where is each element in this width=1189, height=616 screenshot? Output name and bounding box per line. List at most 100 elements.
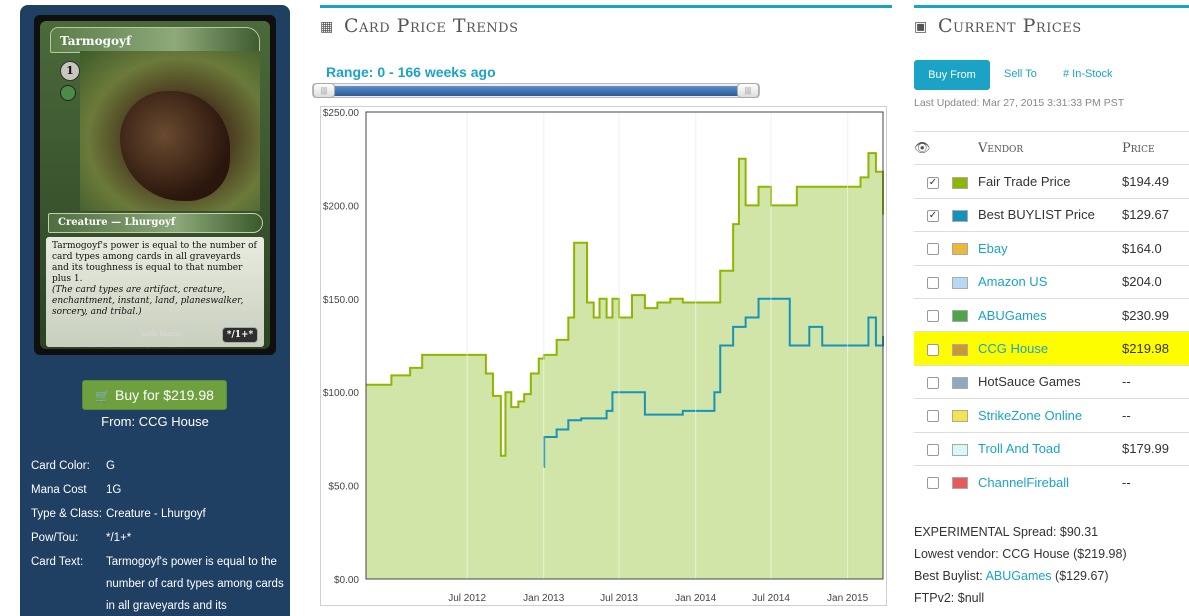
card-copyright: ™ & © 1993-2007 Wizards of the Coast, In… bbox=[60, 343, 179, 349]
vendor-checkbox[interactable] bbox=[927, 276, 939, 289]
card-name: Tarmogoyf bbox=[60, 34, 132, 48]
plot-border bbox=[365, 111, 884, 580]
tab-in-stock[interactable]: # In-Stock bbox=[1063, 68, 1113, 80]
best-buylist-stat: Best Buylist: ABUGames ($129.67) bbox=[914, 565, 1127, 587]
vendor-price: $204.0 bbox=[1122, 274, 1162, 290]
vendor-name: HotSauce Games bbox=[978, 374, 1081, 390]
vendor-color-swatch bbox=[952, 477, 968, 490]
swatch-header bbox=[952, 130, 978, 165]
vendor-name[interactable]: ChannelFireball bbox=[978, 474, 1070, 490]
vendor-name[interactable]: Amazon US bbox=[978, 274, 1048, 290]
vendor-price: $230.99 bbox=[1122, 307, 1169, 323]
vendor-row: Ebay $164.0 bbox=[914, 231, 1189, 266]
range-slider[interactable]: ||| ||| bbox=[312, 83, 760, 98]
buy-from-vendor: From: CCG House bbox=[101, 414, 209, 429]
vendor-row: ✓ Best BUYLIST Price $129.67 bbox=[914, 197, 1189, 232]
best-buylist-vendor-link[interactable]: ABUGames bbox=[985, 569, 1052, 583]
price-trend-chart[interactable]: $0.00 $50.00 $100.00 $150.00 $200.00 $250.00 J… bbox=[320, 106, 887, 606]
attribute-value: Tarmogoyf's power is equal to the number… bbox=[106, 556, 284, 612]
x-tick-label: Jan 2015 bbox=[827, 593, 869, 604]
vendor-color-swatch bbox=[952, 243, 968, 256]
vendor-color-swatch bbox=[952, 210, 968, 223]
range-slider-left-handle[interactable]: ||| bbox=[313, 83, 335, 98]
y-tick-label: $200.00 bbox=[323, 201, 360, 212]
vendor-row: Troll And Toad $179.99 bbox=[914, 431, 1189, 466]
vendor-row: ChannelFireball -- bbox=[914, 464, 1189, 499]
vendor-price-table: 👁 Vendor Price ✓ Fair Trade Price $194.49 ✓… bbox=[914, 130, 1189, 499]
calendar-icon: ▦ bbox=[320, 18, 334, 34]
vendor-checkbox[interactable] bbox=[927, 343, 939, 356]
money-icon: ▣ bbox=[914, 18, 928, 34]
vendor-checkbox[interactable] bbox=[927, 443, 939, 456]
vendor-row: Amazon US $204.0 bbox=[914, 264, 1189, 299]
y-tick-label: $150.00 bbox=[323, 295, 360, 306]
buy-button[interactable]: 🛒 Buy for $219.98 bbox=[82, 380, 227, 410]
trends-title: Card Price Trends bbox=[344, 15, 519, 37]
x-tick-label: Jul 2012 bbox=[448, 593, 486, 604]
card-artist: Justin Murray bbox=[140, 331, 183, 338]
vendor-price: $219.98 bbox=[1122, 341, 1169, 357]
card-rules-main: Tarmogoyf's power is equal to the number… bbox=[52, 241, 257, 284]
card-image: 1 Tarmogoyf Creature — Lhurgoyf Tarmogoy… bbox=[34, 15, 276, 355]
last-updated: Last Updated: Mar 27, 2015 3:31:33 PM PS… bbox=[914, 97, 1125, 109]
y-tick-label: $100.00 bbox=[323, 388, 360, 399]
vendor-checkbox[interactable] bbox=[927, 310, 939, 323]
green-mana-icon bbox=[60, 85, 76, 101]
vendor-price: $194.49 bbox=[1122, 174, 1169, 190]
x-tick-label: Jan 2013 bbox=[523, 593, 565, 604]
vendor-name[interactable]: Troll And Toad bbox=[978, 441, 1061, 457]
y-tick-label: $250.00 bbox=[323, 108, 360, 119]
vendor-price: $164.0 bbox=[1122, 240, 1162, 256]
vendor-checkbox[interactable]: ✓ bbox=[927, 210, 939, 223]
card-art bbox=[80, 51, 260, 211]
vendor-color-swatch bbox=[952, 276, 968, 289]
vendor-name[interactable]: StrikeZone Online bbox=[978, 407, 1083, 423]
x-tick-label: Jul 2014 bbox=[752, 593, 790, 604]
x-tick-label: Jul 2013 bbox=[600, 593, 638, 604]
vendor-row: CCG House $219.98 bbox=[914, 331, 1189, 366]
y-tick-label: $50.00 bbox=[328, 482, 359, 493]
tab-sell-to[interactable]: Sell To bbox=[1004, 68, 1037, 80]
vendor-color-swatch bbox=[952, 176, 968, 189]
vendor-checkbox[interactable] bbox=[927, 243, 939, 256]
card-frame: 1 Tarmogoyf Creature — Lhurgoyf Tarmogoy… bbox=[40, 21, 270, 349]
vendor-price: -- bbox=[1122, 407, 1131, 423]
vendor-row: HotSauce Games -- bbox=[914, 364, 1189, 399]
card-reminder-text: (The card types are artifact, creature, … bbox=[52, 285, 244, 317]
prices-header-rule bbox=[914, 5, 1189, 8]
range-slider-fill bbox=[333, 86, 739, 96]
y-tick-label: $0.00 bbox=[334, 575, 359, 586]
range-label: Range: 0 - 166 weeks ago bbox=[326, 64, 496, 80]
vendor-checkbox[interactable]: ✓ bbox=[927, 176, 939, 189]
vendor-name[interactable]: ABUGames bbox=[978, 307, 1047, 323]
vendor-row: ✓ Fair Trade Price $194.49 bbox=[914, 164, 1189, 199]
range-slider-right-handle[interactable]: ||| bbox=[737, 83, 759, 98]
spread-stat: EXPERIMENTAL Spread: $90.31 bbox=[914, 525, 1099, 539]
vendor-color-swatch bbox=[952, 443, 968, 456]
vendor-price: -- bbox=[1122, 474, 1131, 490]
trends-header-rule bbox=[320, 5, 892, 8]
attribute-value: 1G bbox=[106, 484, 122, 496]
vendor-name[interactable]: CCG House bbox=[978, 341, 1049, 357]
vendor-name: Best BUYLIST Price bbox=[978, 207, 1095, 223]
vendor-checkbox[interactable] bbox=[927, 410, 939, 423]
ftpv2-stat: FTPv2: $null bbox=[914, 591, 985, 605]
vendor-row: ABUGames $230.99 bbox=[914, 297, 1189, 332]
vendor-checkbox[interactable] bbox=[927, 376, 939, 389]
vendor-color-swatch bbox=[952, 410, 968, 423]
vendor-price: -- bbox=[1122, 374, 1131, 390]
series-area bbox=[366, 153, 883, 579]
vendor-color-swatch bbox=[952, 376, 968, 389]
attribute-label: Card Color: bbox=[31, 460, 90, 472]
shopping-cart-icon: 🛒 bbox=[95, 389, 111, 403]
attribute-value: G bbox=[106, 460, 115, 472]
vendor-checkbox[interactable] bbox=[927, 477, 939, 490]
card-type-bar bbox=[48, 213, 263, 233]
tab-buy-from[interactable]: Buy From bbox=[914, 60, 990, 90]
lowest-vendor-stat: Lowest vendor: CCG House ($219.98) bbox=[914, 547, 1127, 561]
vendor-name[interactable]: Ebay bbox=[978, 240, 1008, 256]
vendor-price: $129.67 bbox=[1122, 207, 1169, 223]
vendor-color-swatch bbox=[952, 310, 968, 323]
vendor-name: Fair Trade Price bbox=[978, 174, 1071, 190]
vendor-color-swatch bbox=[952, 343, 968, 356]
